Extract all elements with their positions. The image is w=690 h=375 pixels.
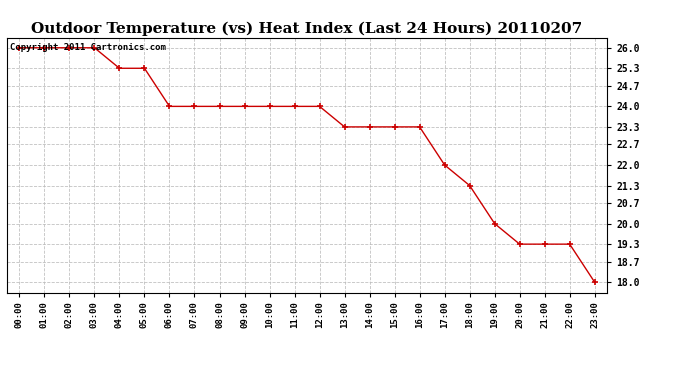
Text: Copyright 2011 Cartronics.com: Copyright 2011 Cartronics.com: [10, 43, 166, 52]
Title: Outdoor Temperature (vs) Heat Index (Last 24 Hours) 20110207: Outdoor Temperature (vs) Heat Index (Las…: [32, 22, 582, 36]
